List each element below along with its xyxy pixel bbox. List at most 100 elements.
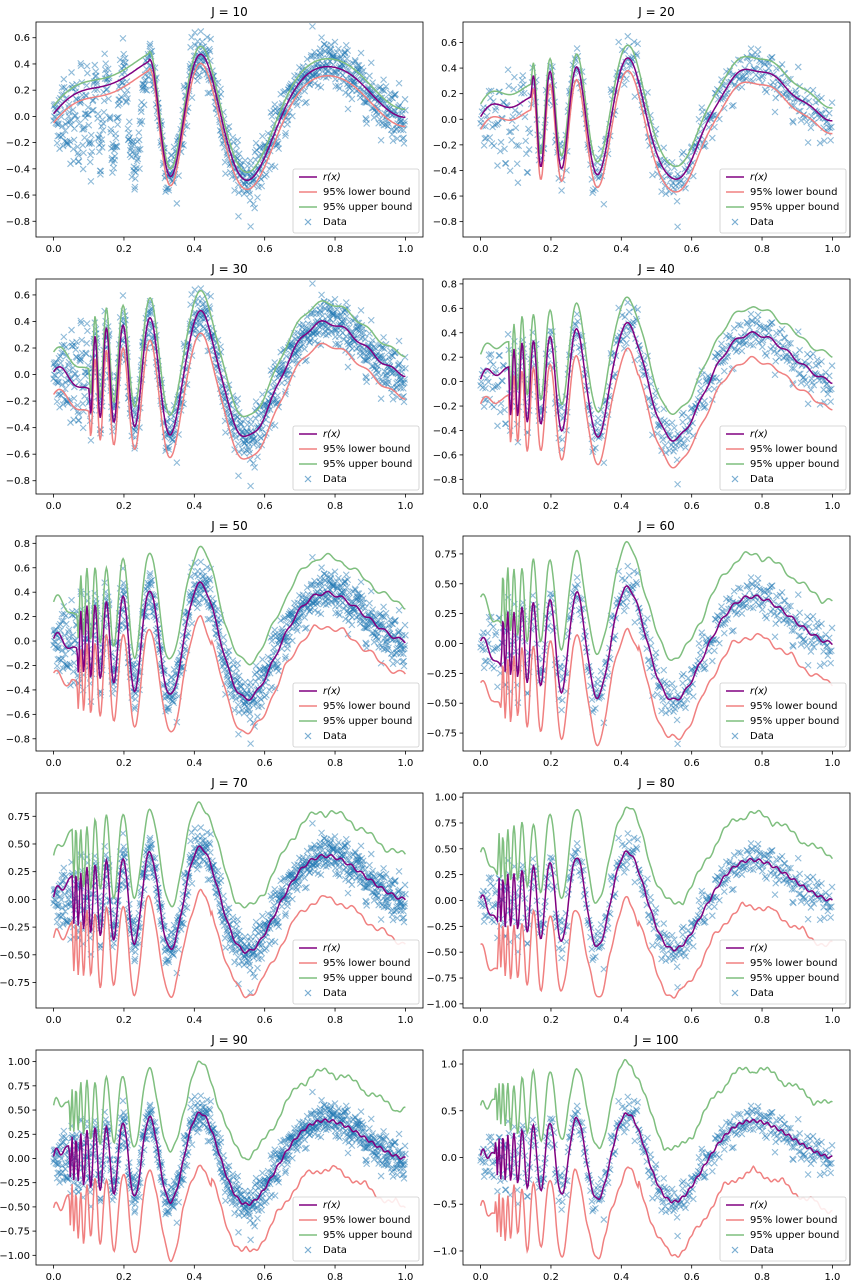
data-point (84, 327, 91, 335)
legend-label: r(x) (323, 686, 341, 697)
data-point (74, 149, 82, 157)
data-point (206, 576, 214, 584)
data-point (77, 319, 85, 327)
data-point (711, 647, 718, 655)
data-point (820, 660, 828, 668)
data-point (730, 101, 737, 109)
data-point (726, 594, 734, 602)
data-point (101, 50, 109, 58)
data-point (129, 148, 137, 156)
estimate-line (52, 581, 406, 701)
y-tick-label: −0.8 (433, 475, 457, 486)
legend-label: 95% upper bound (323, 716, 412, 727)
data-point (332, 83, 340, 90)
data-point (386, 347, 394, 355)
data-point (235, 189, 243, 197)
data-point (246, 709, 254, 717)
data-point (634, 40, 642, 48)
data-point (78, 355, 85, 363)
y-tick-label: 0.00 (435, 639, 457, 650)
data-point (232, 434, 240, 442)
data-point (235, 708, 243, 716)
data-point (700, 665, 708, 673)
data-point (574, 581, 582, 589)
data-point (140, 101, 148, 109)
y-tick-label: 0.2 (14, 344, 30, 355)
data-point (589, 189, 596, 197)
data-point (477, 640, 485, 648)
legend-marker (304, 475, 312, 483)
data-point (240, 695, 248, 702)
data-point (77, 62, 85, 70)
data-point (99, 126, 107, 134)
data-point (271, 422, 279, 429)
axes-frame (35, 21, 424, 238)
data-point (307, 336, 315, 344)
data-point (258, 702, 266, 710)
data-point (72, 637, 79, 644)
legend-box (292, 682, 420, 748)
data-point (73, 373, 81, 381)
y-tick-label: 0.0 (14, 637, 30, 648)
data-point (112, 134, 120, 142)
data-point (333, 306, 341, 314)
data-point (670, 424, 678, 432)
data-point (315, 329, 323, 336)
data-point (818, 94, 825, 102)
data-point (369, 606, 377, 614)
data-point (506, 167, 514, 175)
data-point (763, 614, 770, 622)
data-point (232, 695, 240, 703)
upper-bound-line (479, 540, 833, 661)
axes-frame (35, 278, 424, 495)
data-point (477, 378, 485, 386)
legend-marker (304, 732, 312, 740)
data-point (695, 115, 703, 123)
data-point (266, 686, 273, 694)
data-point (778, 588, 786, 596)
data-points (477, 32, 836, 231)
data-point (400, 139, 408, 147)
data-point (386, 89, 394, 97)
data-point (592, 704, 599, 712)
data-point (225, 647, 233, 654)
data-point (70, 659, 78, 667)
data-point (366, 599, 373, 607)
data-point (507, 128, 515, 136)
data-point (625, 571, 633, 579)
data-point (170, 143, 178, 151)
data-point (631, 93, 639, 100)
data-point (254, 194, 261, 201)
data-point (696, 651, 704, 659)
data-point (134, 145, 142, 153)
data-point (82, 110, 90, 118)
data-point (275, 145, 283, 152)
x-tick-label: 0.8 (327, 758, 343, 769)
data-point (701, 403, 709, 411)
data-point (797, 641, 805, 648)
subplot-title: J = 40 (637, 262, 675, 276)
data-point (742, 75, 750, 83)
y-tick-label: −0.6 (433, 450, 457, 461)
y-tick-label: −0.2 (6, 661, 30, 672)
data-point (336, 85, 343, 92)
x-tick-label: 0.6 (684, 758, 700, 769)
data-point (738, 347, 746, 355)
data-point (682, 704, 689, 712)
y-tick-label: 0.6 (441, 304, 457, 315)
data-point (490, 142, 498, 150)
lower-bound-line (53, 62, 406, 191)
data-point (70, 394, 78, 402)
data-point (737, 321, 744, 329)
data-point (295, 621, 303, 629)
data-point (677, 442, 685, 450)
data-point (807, 648, 815, 655)
data-point (61, 631, 68, 639)
data-point (274, 392, 281, 399)
data-point (122, 617, 130, 625)
data-point (390, 650, 398, 658)
legend-label: r(x) (323, 429, 341, 440)
data-point (247, 223, 254, 230)
lower-bound-line (480, 627, 833, 747)
